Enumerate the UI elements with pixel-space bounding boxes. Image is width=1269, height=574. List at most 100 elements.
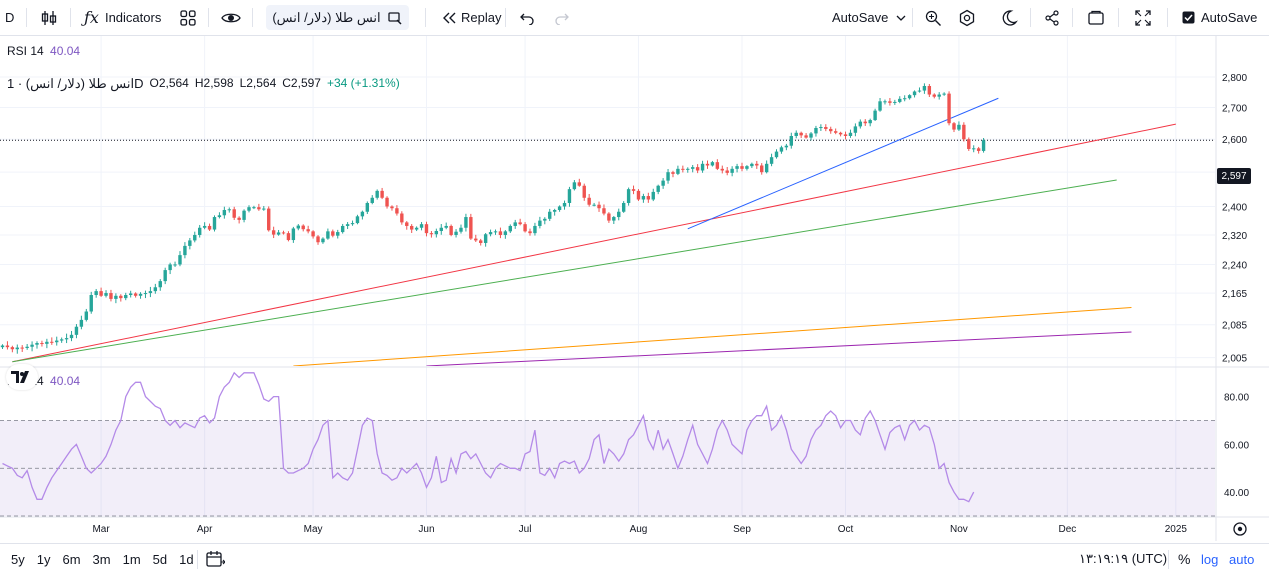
candle-body [567,189,572,203]
candle [69,330,74,342]
range-button-1d[interactable]: 1d [179,551,194,567]
candle [523,222,527,233]
candle-body [493,231,498,233]
candle-body [464,217,468,228]
candle-body [764,163,769,173]
candle-body [981,140,986,151]
indicators-button[interactable]: ƒx Indicators [84,0,161,35]
candle [562,200,567,210]
candle [967,137,971,151]
range-button-5y[interactable]: 5y [11,551,25,567]
candle-body [414,227,419,230]
ohlc-legend[interactable]: انس طلا (دلار/ انس) · 1D O2,564 H2,598 L… [7,76,400,92]
autosave-checkbox[interactable]: AutoSave [1182,0,1257,35]
candle-body [740,166,744,169]
candle [577,178,582,187]
chart-svg[interactable]: 2,8002,7002,6002,5002,4002,3202,2402,165… [0,36,1269,541]
timezone-clock[interactable]: ۱۳:۱۹:۱۹ (UTC) [1079,544,1167,574]
chart-area[interactable]: 2,8002,7002,6002,5002,4002,3202,2402,165… [0,36,1269,541]
candle-body [686,168,690,170]
quick-search-button[interactable] [924,0,942,35]
last-price-label: 2,597 [1221,170,1247,182]
candle [429,231,434,238]
candle [676,165,680,176]
candle [824,124,828,132]
candle-body [242,210,246,220]
price-tick-label: 2,240 [1222,260,1247,271]
undo-button[interactable] [519,0,535,35]
divider [252,8,253,27]
share-button[interactable] [1043,0,1061,35]
candle [912,90,917,98]
candle-body [104,293,108,296]
candle-body [691,167,695,169]
candle-body [163,270,167,282]
candle-body [158,281,162,288]
rsi-tick-label: 60.00 [1224,440,1249,451]
candle-body [316,236,320,243]
price-tick-label: 2,320 [1222,231,1247,242]
candle [927,83,932,98]
candle-body [45,341,49,344]
percent-toggle[interactable]: % [1178,544,1190,574]
log-toggle[interactable]: log [1201,544,1218,574]
replay-button[interactable]: Replay [441,0,501,35]
candle-body [912,91,917,96]
candle [212,215,217,232]
goto-realtime-button[interactable] [1231,520,1249,538]
fullscreen-button[interactable] [1134,0,1152,35]
visibility-button[interactable] [221,0,241,35]
log-label: log [1201,551,1219,567]
candle [59,337,64,343]
snapshot-button[interactable] [1087,0,1105,35]
candle-body [543,218,547,221]
candle [390,205,394,211]
rsi-band-fill [0,420,1215,516]
auto-toggle[interactable]: auto [1229,544,1254,574]
range-button-1y[interactable]: 1y [36,551,51,567]
range-button-1m[interactable]: 1m [122,551,141,567]
range-button-5d[interactable]: 5d [152,551,168,567]
candle [400,211,404,225]
candle [572,180,577,191]
range-button-3m[interactable]: 3m [92,551,111,567]
candle-body [390,206,394,209]
settings-button[interactable] [958,0,976,35]
templates-button[interactable] [179,0,197,35]
candle-body [498,231,503,235]
candle-body [35,343,39,345]
chart-type-button[interactable] [40,0,58,35]
candle-body [483,234,488,243]
candle [99,287,103,297]
price-tick-label: 2,085 [1222,321,1247,332]
candle-body [838,132,843,135]
candle [814,125,818,137]
candle-body [853,126,858,133]
range-button-6m[interactable]: 6m [62,551,81,567]
candle [84,308,89,322]
candle [705,160,710,169]
theme-button[interactable] [1000,0,1018,35]
candle [902,95,907,102]
date-range-button[interactable] [205,544,225,574]
candle [626,187,631,206]
redo-button[interactable] [554,0,570,35]
symbol-short[interactable]: D [5,0,14,35]
rsi-line [2,371,975,503]
candle [518,218,522,226]
candle-body [252,207,256,209]
candle [607,212,611,223]
candle-body [760,165,764,173]
top-rsi-value: 40.04 [50,44,81,58]
candle-body [419,224,424,228]
candle [947,91,951,126]
autosave-dropdown[interactable]: AutoSave [832,0,907,35]
candle-body [700,163,705,171]
tradingview-logo[interactable] [6,364,38,390]
candle [686,167,690,173]
top-rsi-legend[interactable]: RSI 14 40.04 [7,44,80,58]
candle-body [942,93,946,95]
clock-label: ۱۳:۱۹:۱۹ (UTC) [1079,551,1168,566]
candle [602,204,606,216]
symbol-search[interactable]: انس طلا (دلار/ انس) [266,5,409,30]
